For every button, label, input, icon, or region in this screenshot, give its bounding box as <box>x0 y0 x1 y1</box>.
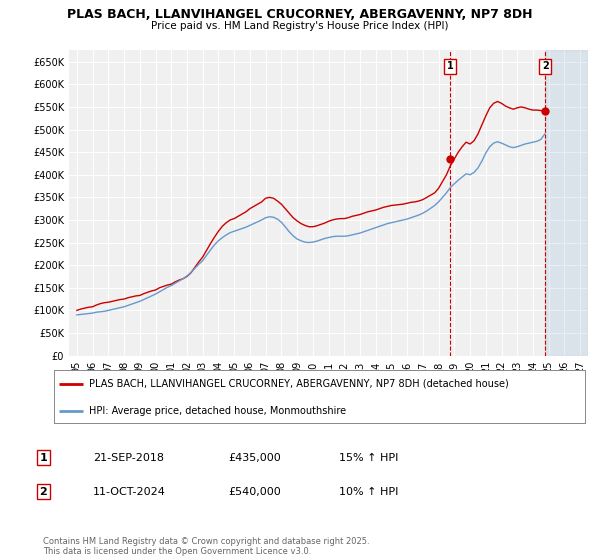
Text: 15% ↑ HPI: 15% ↑ HPI <box>339 452 398 463</box>
Text: £540,000: £540,000 <box>228 487 281 497</box>
Bar <box>545 50 588 356</box>
Text: HPI: Average price, detached house, Monmouthshire: HPI: Average price, detached house, Monm… <box>89 406 346 416</box>
Text: 1: 1 <box>40 452 47 463</box>
Text: PLAS BACH, LLANVIHANGEL CRUCORNEY, ABERGAVENNY, NP7 8DH: PLAS BACH, LLANVIHANGEL CRUCORNEY, ABERG… <box>67 8 533 21</box>
Text: 2: 2 <box>40 487 47 497</box>
Text: Price paid vs. HM Land Registry's House Price Index (HPI): Price paid vs. HM Land Registry's House … <box>151 21 449 31</box>
Text: PLAS BACH, LLANVIHANGEL CRUCORNEY, ABERGAVENNY, NP7 8DH (detached house): PLAS BACH, LLANVIHANGEL CRUCORNEY, ABERG… <box>89 379 508 389</box>
Text: 21-SEP-2018: 21-SEP-2018 <box>93 452 164 463</box>
Text: 10% ↑ HPI: 10% ↑ HPI <box>339 487 398 497</box>
Text: 11-OCT-2024: 11-OCT-2024 <box>93 487 166 497</box>
Text: Contains HM Land Registry data © Crown copyright and database right 2025.
This d: Contains HM Land Registry data © Crown c… <box>43 536 370 556</box>
Text: £435,000: £435,000 <box>228 452 281 463</box>
Text: 1: 1 <box>446 61 453 71</box>
Text: 2: 2 <box>542 61 548 71</box>
